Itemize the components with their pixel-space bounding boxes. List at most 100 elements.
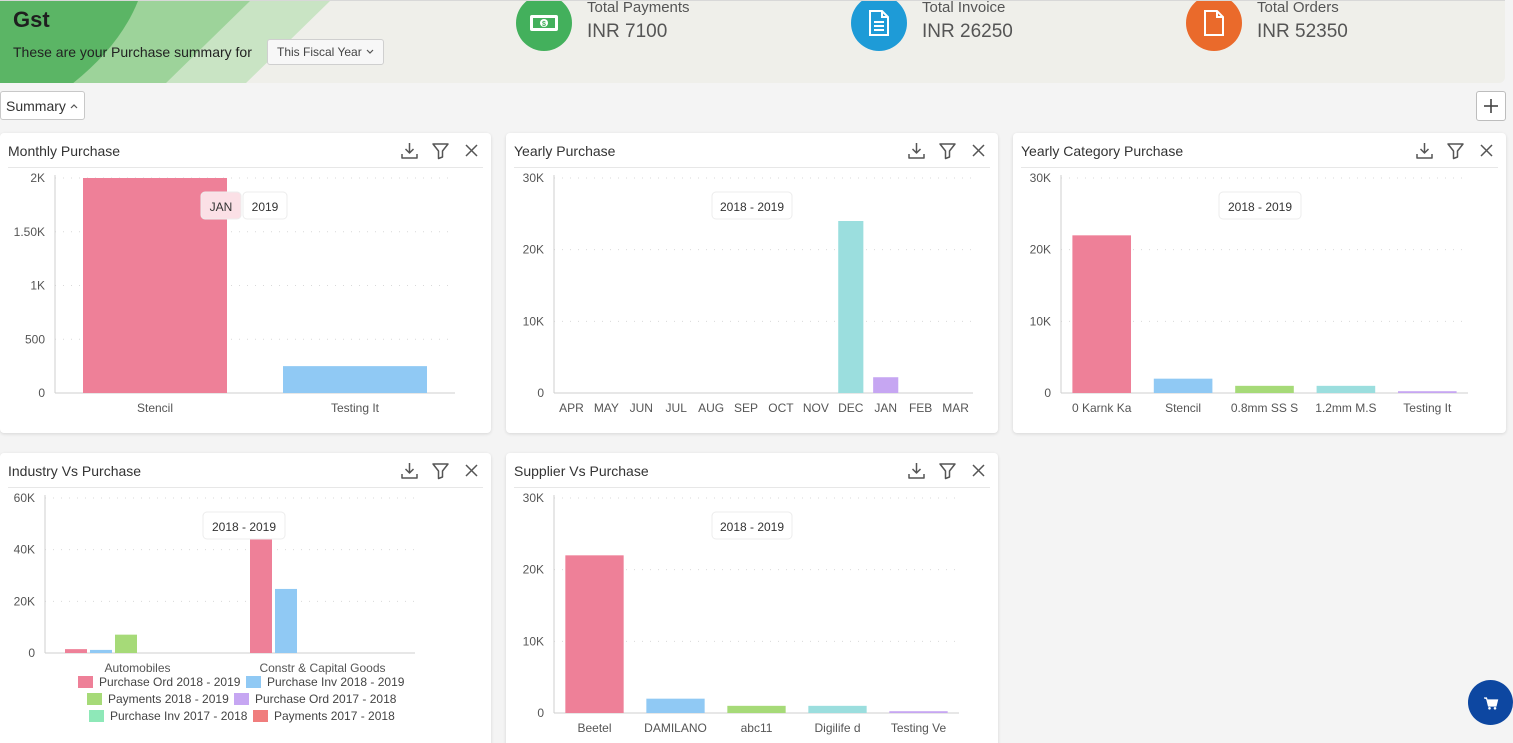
- bar[interactable]: [250, 523, 272, 653]
- y-tick-label: 20K: [14, 594, 35, 608]
- close-card-button[interactable]: [969, 141, 988, 160]
- stat-total-orders: Total Orders INR 52350: [1186, 1, 1348, 51]
- y-tick-label: 20K: [523, 243, 544, 257]
- bar[interactable]: [838, 221, 864, 393]
- bar[interactable]: [275, 588, 297, 653]
- filter-button[interactable]: [938, 141, 957, 160]
- bar[interactable]: [90, 649, 112, 653]
- download-button[interactable]: [1415, 141, 1434, 160]
- card-monthly-purchase: Monthly Purchase 0 500 1K 1.50K 2K Stencil Test…: [0, 133, 491, 433]
- download-icon: [401, 463, 418, 479]
- bar[interactable]: [873, 377, 899, 393]
- x-tick-label: MAY: [594, 401, 619, 415]
- tooltip-label: 2019: [252, 200, 279, 214]
- card-toolbar: [907, 141, 988, 160]
- close-card-button[interactable]: [462, 461, 481, 480]
- bar[interactable]: [727, 705, 786, 713]
- filter-icon: [432, 463, 449, 480]
- x-tick-label: MAR: [942, 401, 969, 415]
- bar[interactable]: [115, 634, 137, 653]
- industry-chart: 0 20K 40K 60K Automobiles Constr & Capital Go…: [14, 491, 415, 723]
- tooltip-box: [1218, 191, 1302, 220]
- bar[interactable]: [565, 555, 624, 713]
- x-tick-label: Testing It: [331, 401, 380, 415]
- summary-banner: Gst These are your Purchase summary for …: [0, 0, 1505, 83]
- legend-item[interactable]: Purchase Ord 2017 - 2018: [255, 692, 397, 706]
- y-tick-label: 0: [537, 706, 544, 720]
- legend-item[interactable]: Payments 2018 - 2019: [108, 692, 229, 706]
- bar[interactable]: [283, 366, 427, 393]
- x-tick-label: Stencil: [137, 401, 173, 415]
- y-tick-label: 30K: [1030, 171, 1051, 185]
- x-tick-label: Beetel: [577, 721, 611, 735]
- bar[interactable]: [646, 698, 705, 713]
- download-button[interactable]: [907, 461, 926, 480]
- bar[interactable]: [808, 705, 867, 713]
- card-industry-vs-purchase: Industry Vs Purchase 0 20K 40K 60K Automobile…: [0, 453, 491, 743]
- download-icon: [1416, 143, 1433, 159]
- x-tick-label: JUL: [666, 401, 688, 415]
- y-tick-label: 1.50K: [14, 225, 45, 239]
- download-button[interactable]: [400, 461, 419, 480]
- download-button[interactable]: [907, 141, 926, 160]
- y-tick-label: 2K: [30, 171, 45, 185]
- filter-icon: [939, 463, 956, 480]
- file-icon: [1186, 1, 1242, 51]
- category-chart: 0 10K 20K 30K 0 Karnk Ka Stencil 0.8mm SS S 1.2…: [1030, 171, 1468, 415]
- bar[interactable]: [1316, 385, 1376, 393]
- stat-label: Total Payments: [587, 0, 690, 16]
- close-card-button[interactable]: [462, 141, 481, 160]
- y-tick-label: 10K: [1030, 314, 1051, 328]
- chevron-up-icon: [70, 103, 78, 108]
- filter-button[interactable]: [431, 461, 450, 480]
- stat-value: INR 7100: [587, 21, 668, 42]
- download-button[interactable]: [400, 141, 419, 160]
- card-toolbar: [400, 141, 481, 160]
- filter-button[interactable]: [1446, 141, 1465, 160]
- period-select[interactable]: This Fiscal Year: [267, 39, 384, 65]
- close-card-button[interactable]: [1477, 141, 1496, 160]
- bar[interactable]: [889, 711, 948, 713]
- close-icon: [972, 144, 985, 157]
- tooltip-box: [202, 511, 286, 540]
- legend-swatch: [234, 693, 249, 705]
- bar[interactable]: [1153, 378, 1213, 393]
- tooltip-label: 2018 - 2019: [720, 520, 784, 534]
- monthly-chart: 0 500 1K 1.50K 2K Stencil Testing It JAN 2019: [14, 171, 455, 415]
- x-tick-label: abc11: [741, 721, 773, 735]
- tooltip-box: [242, 191, 288, 220]
- card-title: Industry Vs Purchase: [8, 463, 142, 479]
- cart-button[interactable]: [1468, 680, 1513, 725]
- filter-button[interactable]: [938, 461, 957, 480]
- legend-item[interactable]: Purchase Inv 2018 - 2019: [267, 675, 405, 689]
- close-card-button[interactable]: [969, 461, 988, 480]
- legend-item[interactable]: Payments 2017 - 2018: [274, 709, 395, 723]
- x-tick-label: Stencil: [1165, 401, 1201, 415]
- card-yearly-category-purchase: Yearly Category Purchase 0 10K 20K 30K 0 Karn…: [1013, 133, 1506, 433]
- summary-subtitle: These are your Purchase summary for: [13, 44, 252, 60]
- legend-item[interactable]: Purchase Inv 2017 - 2018: [110, 709, 248, 723]
- add-widget-button[interactable]: [1476, 91, 1506, 121]
- bar[interactable]: [1072, 235, 1132, 393]
- app-title: Gst: [13, 7, 50, 32]
- y-tick-label: 500: [25, 332, 45, 346]
- legend-item[interactable]: Purchase Ord 2018 - 2019: [99, 675, 241, 689]
- summary-toggle-button[interactable]: Summary: [0, 91, 85, 120]
- svg-text:$: $: [542, 21, 546, 28]
- card-supplier-vs-purchase: Supplier Vs Purchase 0 10K 20K 30K Beetel DAMI…: [506, 453, 998, 743]
- bar[interactable]: [65, 649, 87, 653]
- y-tick-label: 40K: [14, 543, 35, 557]
- document-icon: [851, 1, 907, 51]
- tooltip-box: [711, 511, 793, 540]
- x-tick-label: Testing It: [1403, 401, 1452, 415]
- banner-decoration: [0, 1, 330, 83]
- money-icon: $: [516, 1, 572, 51]
- card-toolbar: [1415, 141, 1496, 160]
- bar[interactable]: [1397, 391, 1457, 393]
- filter-button[interactable]: [431, 141, 450, 160]
- download-icon: [401, 143, 418, 159]
- bar[interactable]: [1235, 385, 1294, 393]
- y-tick-label: 60K: [14, 491, 35, 505]
- card-title: Supplier Vs Purchase: [514, 463, 649, 479]
- card-toolbar: [907, 461, 988, 480]
